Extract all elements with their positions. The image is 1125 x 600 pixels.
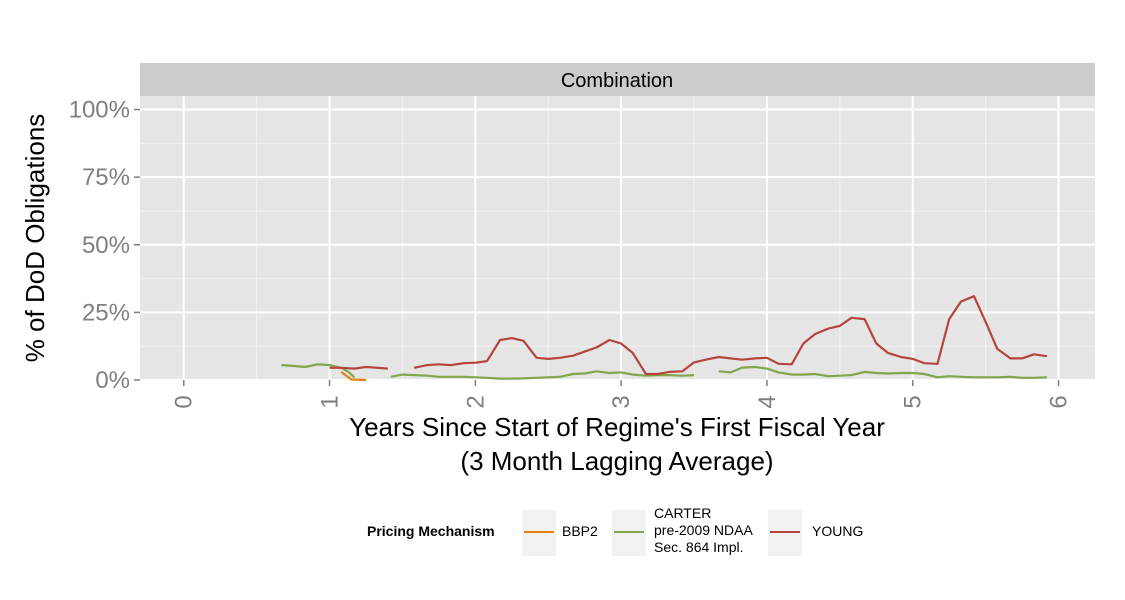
x-tick-label: 5: [900, 395, 927, 408]
y-tick-label: 25%: [82, 299, 130, 326]
legend-label-line: CARTER: [654, 505, 711, 521]
legend-label-line: Sec. 864 Impl.: [654, 539, 744, 555]
plot-panel: [140, 96, 1095, 380]
x-axis-ticks: 0 1 2 3 4 5 6: [171, 380, 1073, 409]
series-line-bbp2-0: [340, 371, 367, 382]
series-lines: [281, 295, 1048, 382]
series-line-young-1: [413, 295, 1048, 376]
x-tick-label: 0: [171, 395, 198, 408]
legend-label-line: pre-2009 NDAA: [654, 522, 753, 538]
series-line-carter-1: [390, 370, 695, 380]
facet-strip-label: Combination: [561, 70, 673, 92]
x-tick-label: 3: [608, 395, 635, 408]
legend-label-carter: CARTER pre-2009 NDAA Sec. 864 Impl.: [654, 505, 753, 555]
y-tick-label: 50%: [82, 232, 130, 259]
y-axis-ticks: 0% 25% 50% 75% 100%: [69, 97, 140, 394]
grid: [140, 96, 1095, 381]
y-axis-title: % of DoD Obligations: [20, 114, 50, 363]
x-tick-label: 4: [754, 395, 781, 408]
legend: Pricing Mechanism BBP2 CARTER pre-2009 ND…: [367, 505, 863, 556]
legend-label-bbp2: BBP2: [562, 523, 598, 539]
x-axis-title: Years Since Start of Regime's First Fisc…: [349, 412, 885, 442]
series-line-carter-0: [281, 363, 356, 379]
facet-strip: [140, 63, 1095, 96]
series-line-carter-2: [718, 365, 1047, 379]
legend-title: Pricing Mechanism: [367, 523, 495, 539]
y-tick-label: 0%: [95, 367, 130, 394]
series-line-young-0: [329, 365, 388, 370]
x-tick-label: 6: [1046, 395, 1073, 408]
legend-label-young: YOUNG: [812, 523, 863, 539]
x-tick-label: 2: [462, 395, 489, 408]
x-tick-label: 1: [317, 395, 344, 408]
y-tick-label: 75%: [82, 164, 130, 191]
x-axis-subtitle: (3 Month Lagging Average): [460, 446, 773, 476]
y-tick-label: 100%: [69, 97, 130, 124]
